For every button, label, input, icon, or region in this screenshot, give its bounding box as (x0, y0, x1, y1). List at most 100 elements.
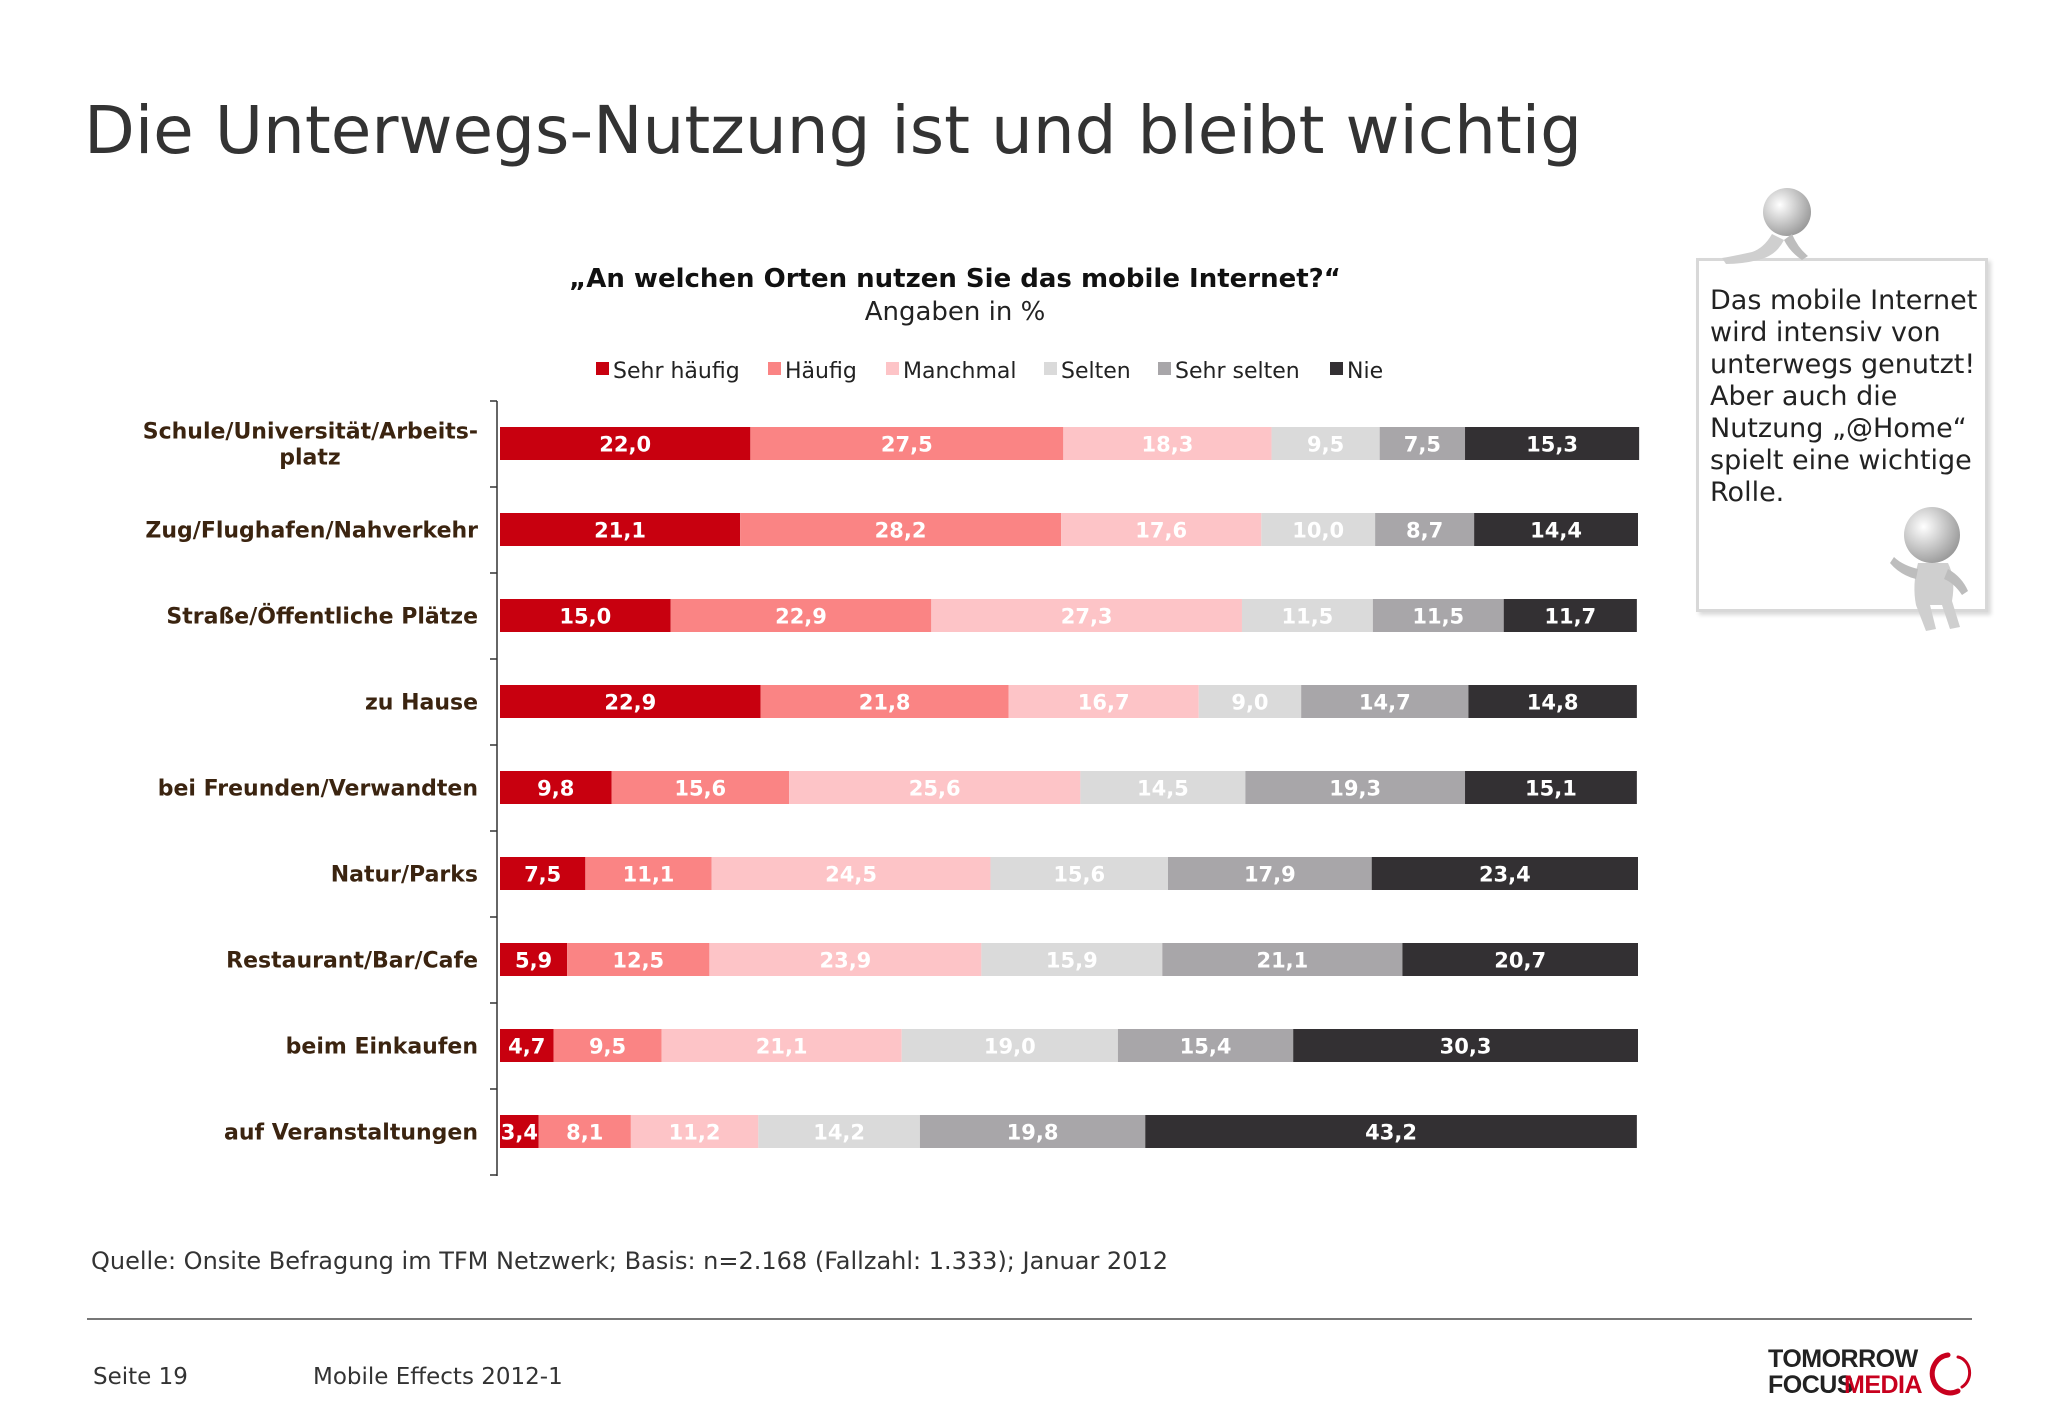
bar-segment-selten (1198, 685, 1302, 718)
data-label: 9,8 (537, 777, 574, 801)
bar-segment-haufig (670, 599, 932, 632)
page-number: Seite 19 (93, 1364, 188, 1390)
data-label: 19,3 (1329, 777, 1381, 801)
legend-label-manchmal: Manchmal (903, 359, 1016, 384)
data-label: 21,1 (756, 1035, 808, 1059)
legend-swatch-nie (1330, 362, 1343, 375)
bar-segment-selten (758, 1115, 920, 1148)
bar-segment-manchmal (709, 943, 982, 976)
bar-segment-nie (1474, 513, 1638, 546)
data-label: 7,5 (524, 863, 561, 887)
bar-segment-sehr-selten (1375, 513, 1475, 546)
category-label-line: zu Hause (365, 691, 478, 716)
data-label: 21,1 (594, 519, 646, 543)
data-label: 8,7 (1406, 519, 1443, 543)
data-label: 19,0 (984, 1035, 1036, 1059)
bar-segment-nie (1503, 599, 1637, 632)
bar-segment-manchmal (661, 1029, 902, 1062)
bars (500, 427, 1640, 1148)
data-label: 11,5 (1412, 605, 1464, 629)
bar-segment-manchmal (1008, 685, 1199, 718)
data-label: 21,1 (1256, 949, 1308, 973)
category-label-line: beim Einkaufen (286, 1035, 478, 1060)
bar-segment-manchmal (630, 1115, 759, 1148)
data-label: 22,9 (775, 605, 827, 629)
data-label: 8,1 (566, 1121, 603, 1145)
bar-segment-sehr-selten (1372, 599, 1504, 632)
data-label: 28,2 (875, 519, 927, 543)
data-label: 14,8 (1527, 691, 1579, 715)
bar-segment-nie (1145, 1115, 1637, 1148)
bar-segment-selten (990, 857, 1169, 890)
note-text: Das mobile Internet wird intensiv von un… (1710, 285, 1978, 508)
bar-segment-haufig (567, 943, 710, 976)
bar-segment-sehr-haufig (500, 857, 586, 890)
category-label: Zug/Flughafen/Nahverkehr (145, 519, 478, 544)
category-axis (490, 400, 498, 1176)
bar-segment-sehr-selten (1162, 943, 1403, 976)
footer-divider (87, 1318, 1972, 1320)
data-label: 15,1 (1525, 777, 1577, 801)
company-logo: TOMORROW FOCUS MEDIA (1768, 1345, 1978, 1401)
bar-segment-nie (1371, 857, 1638, 890)
bar-segment-sehr-selten (1168, 857, 1372, 890)
data-label: 17,9 (1244, 863, 1296, 887)
bar-segment-sehr-haufig (500, 685, 761, 718)
data-label: 17,6 (1135, 519, 1187, 543)
data-label: 23,4 (1479, 863, 1531, 887)
data-label: 11,5 (1281, 605, 1333, 629)
data-label: 14,7 (1359, 691, 1411, 715)
data-label: 9,0 (1231, 691, 1268, 715)
stacked-bar-chart: „An welchen Orten nutzen Sie das mobile … (143, 264, 1640, 1176)
bar-segment-haufig (611, 771, 790, 804)
bar-segment-manchmal (711, 857, 991, 890)
category-label-line: auf Veranstaltungen (224, 1121, 478, 1146)
source-text: Quelle: Onsite Befragung im TFM Netzwerk… (91, 1247, 1169, 1275)
category-label: Restaurant/Bar/Cafe (226, 949, 478, 974)
category-label-line: Straße/Öffentliche Plätze (166, 604, 478, 630)
bar-segment-selten (901, 1029, 1118, 1062)
data-label: 15,9 (1046, 949, 1098, 973)
data-label: 20,7 (1494, 949, 1546, 973)
bar-segment-manchmal (789, 771, 1081, 804)
chart-legend: Sehr häufig Häufig Manchmal Selten Sehr selt… (596, 359, 1383, 384)
category-label-line: Restaurant/Bar/Cafe (226, 949, 478, 974)
category-labels: Schule/Universität/Arbeits-platz Zug/Flug… (143, 420, 478, 1146)
logo-text-line2-dark: FOCUS (1768, 1371, 1854, 1399)
bar-segment-selten (1241, 599, 1373, 632)
category-label-line: Zug/Flughafen/Nahverkehr (145, 519, 478, 544)
bar-segment-selten (981, 943, 1163, 976)
bar-segment-sehr-selten (1117, 1029, 1294, 1062)
chart-subtitle: Angaben in % (865, 297, 1046, 327)
data-labels: 22,0 27,5 18,3 9,5 7,5 15,3 21,1 28,2 17,6 10,0 8,… (501, 433, 1596, 1145)
bar-segment-haufig (750, 427, 1064, 460)
data-label: 4,7 (508, 1035, 545, 1059)
data-label: 12,5 (612, 949, 664, 973)
category-label-line: platz (279, 446, 340, 471)
data-label: 14,4 (1530, 519, 1582, 543)
data-label: 11,2 (669, 1121, 721, 1145)
category-label: bei Freunden/Verwandten (158, 777, 478, 802)
legend-label-selten: Selten (1061, 359, 1131, 384)
bar-segment-nie (1468, 685, 1637, 718)
bar-segment-haufig (585, 857, 712, 890)
data-label: 3,4 (501, 1121, 538, 1145)
data-label: 14,2 (813, 1121, 865, 1145)
category-label: beim Einkaufen (286, 1035, 478, 1060)
data-label: 30,3 (1440, 1035, 1492, 1059)
bar-segment-sehr-haufig (500, 771, 612, 804)
data-label: 25,6 (909, 777, 961, 801)
chart-title: „An welchen Orten nutzen Sie das mobile … (569, 264, 1341, 294)
data-label: 18,3 (1142, 433, 1194, 457)
page-title: Die Unterwegs-Nutzung ist und bleibt wic… (84, 92, 1583, 169)
data-label: 43,2 (1365, 1121, 1417, 1145)
data-label: 11,1 (623, 863, 675, 887)
legend-swatch-sehr-selten (1158, 362, 1171, 375)
category-label: Natur/Parks (331, 863, 478, 888)
bar-segment-sehr-haufig (500, 599, 671, 632)
data-label: 21,8 (859, 691, 911, 715)
data-label: 23,9 (819, 949, 871, 973)
bar-segment-sehr-haufig (500, 1029, 554, 1062)
bar-segment-selten (1261, 513, 1376, 546)
category-label-line: Schule/Universität/Arbeits- (143, 420, 478, 445)
